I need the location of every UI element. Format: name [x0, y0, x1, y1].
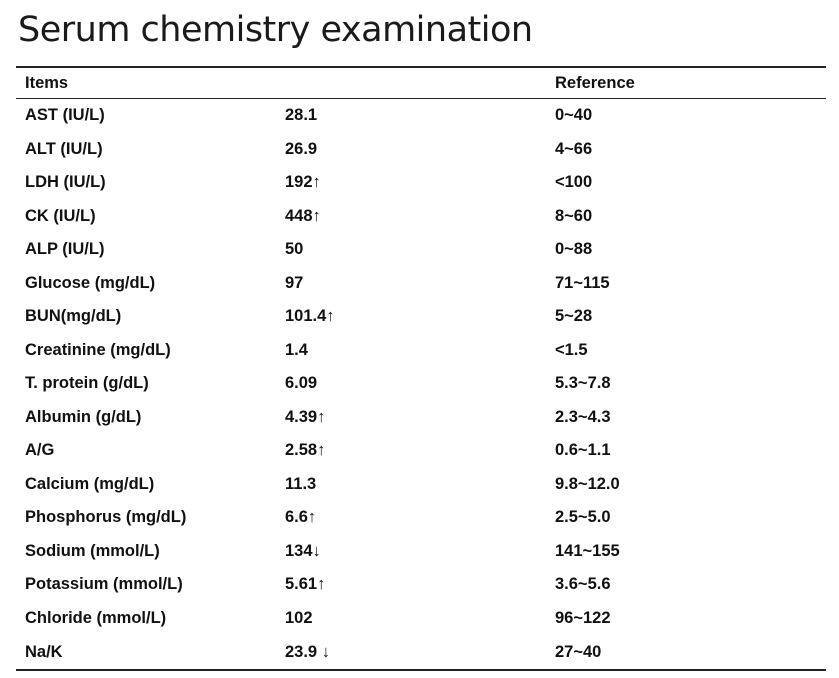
table-row: BUN(mg/dL) 101.4↑ 5~28 — [16, 300, 826, 334]
value-cell: 97 — [285, 273, 304, 292]
item-cell: CK (IU/L) — [25, 206, 96, 225]
table-row: ALP (IU/L) 50 0~88 — [16, 233, 826, 267]
reference-cell: 0.6~1.1 — [555, 441, 611, 460]
value-cell: 192↑ — [285, 173, 321, 192]
item-cell: AST (IU/L) — [25, 106, 105, 125]
item-cell: Albumin (g/dL) — [25, 407, 142, 426]
table-row: Glucose (mg/dL) 97 71~115 — [16, 267, 826, 301]
value-cell: 448↑ — [285, 206, 321, 225]
value-cell: 23.9 ↓ — [285, 642, 330, 661]
reference-cell: <100 — [555, 173, 593, 192]
table-row: ALT (IU/L) 26.9 4~66 — [16, 133, 826, 167]
reference-cell: 141~155 — [555, 541, 620, 560]
page-title: Serum chemistry examination — [18, 10, 533, 50]
item-cell: LDH (IU/L) — [25, 173, 106, 192]
item-cell: A/G — [25, 441, 55, 460]
reference-cell: 0~88 — [555, 240, 593, 259]
item-cell: Sodium (mmol/L) — [25, 541, 160, 560]
value-cell: 11.3 — [285, 474, 317, 493]
table-body: AST (IU/L) 28.1 0~40 ALT (IU/L) 26.9 4~66 LDH … — [16, 99, 826, 669]
table-row: AST (IU/L) 28.1 0~40 — [16, 99, 826, 133]
value-cell: 6.6↑ — [285, 508, 317, 527]
reference-cell: 0~40 — [555, 106, 593, 125]
table-row: Chloride (mmol/L) 102 96~122 — [16, 602, 826, 636]
value-cell: 6.09 — [285, 374, 318, 393]
reference-cell: 8~60 — [555, 206, 593, 225]
value-cell: 5.61↑ — [285, 575, 326, 594]
item-cell: Chloride (mmol/L) — [25, 608, 167, 627]
table-row: Albumin (g/dL) 4.39↑ 2.3~4.3 — [16, 401, 826, 435]
table-row: Calcium (mg/dL) 11.3 9.8~12.0 — [16, 468, 826, 502]
reference-cell: 27~40 — [555, 642, 602, 661]
reference-cell: 96~122 — [555, 608, 611, 627]
table-row: A/G 2.58↑ 0.6~1.1 — [16, 434, 826, 468]
item-cell: Potassium (mmol/L) — [25, 575, 183, 594]
item-cell: ALT (IU/L) — [25, 139, 103, 158]
table-row: LDH (IU/L) 192↑ <100 — [16, 166, 826, 200]
reference-cell: <1.5 — [555, 340, 588, 359]
value-cell: 101.4↑ — [285, 307, 335, 326]
value-cell: 134↓ — [285, 541, 321, 560]
item-cell: Calcium (mg/dL) — [25, 474, 155, 493]
reference-cell: 4~66 — [555, 139, 593, 158]
item-cell: Na/K — [25, 642, 63, 661]
item-cell: Phosphorus (mg/dL) — [25, 508, 187, 527]
value-cell: 102 — [285, 608, 313, 627]
reference-cell: 2.3~4.3 — [555, 407, 611, 426]
table-header-row: Items Reference — [16, 68, 826, 99]
item-cell: ALP (IU/L) — [25, 240, 105, 259]
table-row: Sodium (mmol/L) 134↓ 141~155 — [16, 535, 826, 569]
item-cell: T. protein (g/dL) — [25, 374, 149, 393]
table-row: Phosphorus (mg/dL) 6.6↑ 2.5~5.0 — [16, 501, 826, 535]
value-cell: 28.1 — [285, 106, 318, 125]
value-cell: 4.39↑ — [285, 407, 326, 426]
reference-cell: 2.5~5.0 — [555, 508, 611, 527]
reference-cell: 71~115 — [555, 273, 610, 292]
item-cell: BUN(mg/dL) — [25, 307, 122, 326]
table-row: T. protein (g/dL) 6.09 5.3~7.8 — [16, 367, 826, 401]
table-row: Potassium (mmol/L) 5.61↑ 3.6~5.6 — [16, 568, 826, 602]
column-header-items: Items — [25, 73, 69, 92]
reference-cell: 5~28 — [555, 307, 593, 326]
value-cell: 1.4 — [285, 340, 308, 359]
serum-chemistry-table: Items Reference AST (IU/L) 28.1 0~40 ALT (I… — [16, 66, 826, 671]
reference-cell: 5.3~7.8 — [555, 374, 611, 393]
value-cell: 50 — [285, 240, 304, 259]
value-cell: 26.9 — [285, 139, 318, 158]
reference-cell: 9.8~12.0 — [555, 474, 620, 493]
reference-cell: 3.6~5.6 — [555, 575, 611, 594]
table-row: Creatinine (mg/dL) 1.4 <1.5 — [16, 334, 826, 368]
column-header-reference: Reference — [555, 73, 635, 92]
table-row: CK (IU/L) 448↑ 8~60 — [16, 200, 826, 234]
item-cell: Creatinine (mg/dL) — [25, 340, 171, 359]
table-row: Na/K 23.9 ↓ 27~40 — [16, 635, 826, 669]
item-cell: Glucose (mg/dL) — [25, 273, 156, 292]
value-cell: 2.58↑ — [285, 441, 326, 460]
